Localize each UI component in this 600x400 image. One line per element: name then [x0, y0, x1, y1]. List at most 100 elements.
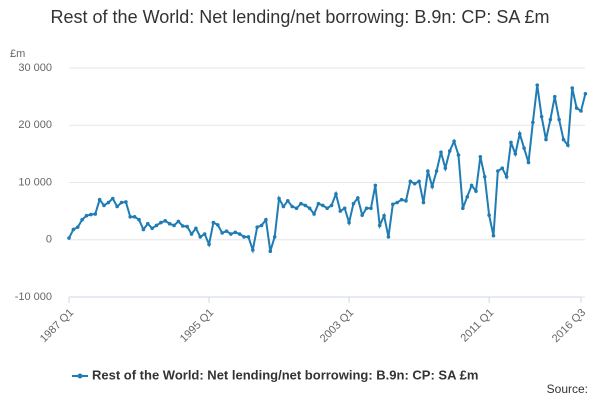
data-point [434, 169, 439, 173]
data-point [373, 183, 378, 188]
data-point [347, 220, 351, 225]
data-point [172, 223, 176, 228]
data-point [504, 174, 509, 179]
data-point [80, 217, 84, 222]
data-point [404, 199, 408, 203]
data-point [377, 223, 382, 228]
data-point [461, 206, 465, 211]
x-tick-label: 1995 Q1 [178, 307, 216, 345]
data-point [132, 215, 137, 219]
data-point [154, 223, 159, 228]
data-point [316, 201, 321, 206]
data-point [421, 200, 426, 205]
data-point [220, 231, 224, 235]
data-point [124, 200, 128, 204]
data-point [110, 196, 115, 201]
data-point [237, 232, 242, 236]
data-point [307, 206, 312, 211]
series-line [68, 85, 587, 255]
data-point [97, 197, 102, 202]
data-point [526, 160, 531, 165]
data-point [369, 206, 373, 211]
data-point [474, 189, 478, 193]
data-point [198, 235, 203, 239]
data-point [478, 154, 483, 159]
data-point [259, 223, 264, 228]
data-point [386, 235, 391, 239]
data-point [150, 226, 154, 231]
data-point [561, 137, 566, 142]
data-point [356, 196, 360, 200]
data-point [544, 137, 548, 142]
data-point [242, 235, 246, 239]
legend-label: Rest of the World: Net lending/net borro… [92, 367, 478, 382]
data-point [535, 83, 540, 87]
data-point [102, 203, 106, 208]
data-point [500, 166, 505, 170]
data-point [321, 203, 325, 208]
data-point [447, 149, 452, 153]
data-point [202, 232, 207, 236]
data-point [539, 114, 544, 119]
data-point [491, 233, 496, 238]
data-point [119, 200, 124, 205]
data-point [106, 200, 111, 205]
data-point [443, 166, 448, 170]
y-tick-label: 20 000 [18, 119, 52, 131]
data-point [281, 204, 286, 209]
chart-title: Rest of the World: Net lending/net borro… [50, 7, 550, 27]
data-point [482, 174, 487, 179]
data-point [264, 217, 268, 222]
data-point [351, 201, 356, 206]
data-point [299, 201, 303, 206]
data-point [509, 140, 513, 145]
data-point [334, 192, 338, 196]
data-point [417, 179, 421, 184]
data-point [71, 227, 76, 232]
data-point [399, 197, 404, 202]
data-point [439, 150, 443, 154]
data-point [382, 213, 386, 218]
data-point [194, 226, 198, 231]
data-point [128, 215, 133, 219]
data-point [364, 206, 369, 211]
data-point [89, 212, 93, 217]
data-point [496, 169, 500, 173]
data-point [391, 202, 395, 207]
data-point [426, 169, 430, 173]
data-point [246, 235, 251, 239]
data-point [487, 213, 491, 217]
y-tick-label: 30 000 [18, 62, 52, 74]
data-point [163, 219, 168, 223]
data-point [185, 224, 189, 229]
y-tick-label: 10 000 [18, 176, 52, 188]
y-tick-label: -10 000 [15, 291, 52, 303]
data-point [286, 199, 290, 203]
data-point [395, 200, 400, 205]
data-point [233, 230, 238, 235]
data-point [255, 225, 259, 229]
data-point [570, 86, 575, 90]
data-point [75, 225, 80, 229]
x-tick-label: 2003 Q1 [318, 307, 356, 345]
data-point [141, 227, 146, 232]
data-point [290, 204, 294, 209]
data-point [513, 152, 518, 156]
data-point [557, 117, 561, 122]
data-point [84, 213, 89, 218]
data-point [268, 249, 273, 253]
data-point [272, 235, 277, 239]
data-point [303, 203, 308, 208]
data-point [325, 206, 329, 211]
data-point [93, 212, 98, 216]
data-point [329, 203, 334, 208]
data-point [294, 206, 299, 211]
data-point [574, 106, 579, 110]
x-tick-label: 2011 Q1 [459, 307, 497, 345]
data-point [215, 223, 220, 227]
x-tick-label: 1987 Q1 [38, 307, 76, 345]
data-point [548, 117, 553, 122]
data-point [145, 221, 150, 226]
